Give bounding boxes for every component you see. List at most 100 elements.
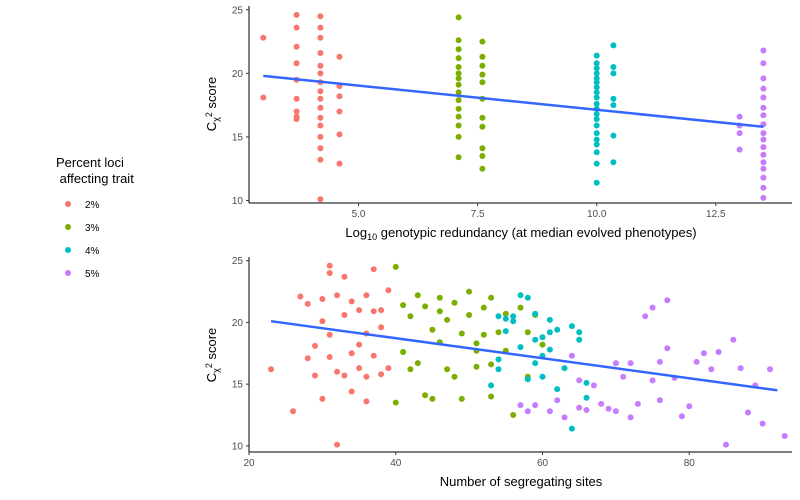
top-point-s2-19 — [593, 179, 600, 186]
top-point-s1-25 — [479, 165, 486, 172]
top-point-s1-8 — [455, 89, 462, 96]
bottom-point-s2-3 — [502, 328, 509, 335]
bottom-point-s2-14 — [539, 373, 546, 380]
bottom-point-s2-0 — [488, 382, 495, 389]
top-x-tick-label-3: 12.5 — [706, 209, 726, 220]
bottom-y-axis-title: Cχ2 score — [204, 328, 221, 383]
bottom-x-tick-label-2: 60 — [537, 458, 549, 469]
top-point-s0-0 — [260, 34, 267, 41]
bottom-point-s2-2 — [495, 356, 502, 363]
bottom-point-s3-13 — [612, 360, 619, 367]
bottom-y-tick-label-0: 10 — [232, 441, 244, 452]
top-point-s1-5 — [455, 70, 462, 77]
bottom-point-s1-0 — [392, 263, 399, 270]
top-point-s2-26 — [610, 159, 617, 166]
top-point-s2-25 — [610, 132, 617, 139]
bottom-point-s1-27 — [488, 361, 495, 368]
bottom-point-s1-18 — [458, 395, 465, 402]
bottom-point-s3-12 — [605, 405, 612, 412]
bottom-point-s0-14 — [334, 292, 341, 299]
bottom-point-s3-40 — [781, 433, 788, 439]
bottom-point-s0-27 — [370, 266, 377, 273]
bottom-point-s2-16 — [546, 329, 553, 336]
bottom-point-s1-11 — [436, 294, 443, 301]
top-point-s0-23 — [317, 133, 324, 140]
bottom-point-s2-25 — [583, 379, 590, 386]
bottom-point-s0-36 — [363, 373, 370, 380]
bottom-point-s3-19 — [642, 313, 649, 320]
bottom-point-s0-19 — [348, 350, 355, 357]
top-fit-line — [263, 74, 764, 128]
top-point-s2-14 — [593, 130, 600, 137]
bottom-point-s1-39 — [436, 308, 443, 315]
top-point-s2-16 — [593, 141, 600, 148]
bottom-point-s1-16 — [451, 373, 458, 380]
top-point-s1-3 — [455, 55, 462, 62]
bottom-point-s1-15 — [451, 299, 458, 306]
bottom-axes: 10 15 20 25 20 40 60 80 — [232, 256, 792, 469]
top-point-s1-15 — [479, 38, 486, 45]
top-point-s3-9 — [760, 104, 767, 111]
top-point-s3-4 — [760, 47, 767, 54]
bottom-point-s2-24 — [576, 329, 583, 336]
top-point-s3-19 — [760, 184, 767, 191]
top-y-axis-title: Cχ2 score — [204, 77, 221, 132]
top-point-s1-12 — [455, 122, 462, 129]
top-point-s0-20 — [317, 104, 324, 111]
legend-label-3: 5% — [85, 269, 100, 280]
bottom-point-s3-38 — [759, 420, 766, 427]
bottom-point-s2-28 — [546, 316, 553, 323]
bottom-point-s3-27 — [678, 413, 685, 420]
bottom-point-s0-18 — [341, 273, 348, 280]
bottom-point-s1-2 — [400, 302, 407, 309]
bottom-point-s1-7 — [422, 303, 429, 310]
top-point-s1-21 — [479, 114, 486, 121]
bottom-point-s0-33 — [385, 365, 392, 372]
top-point-s1-2 — [455, 46, 462, 53]
top-point-s3-17 — [760, 165, 767, 172]
bottom-y-tick-label-3: 25 — [232, 256, 244, 267]
top-point-s1-13 — [455, 133, 462, 140]
bottom-point-s1-23 — [473, 340, 480, 347]
top-point-s1-16 — [479, 53, 486, 60]
top-point-s1-14 — [455, 154, 462, 161]
top-point-s0-4 — [293, 43, 300, 50]
top-point-s3-18 — [760, 174, 767, 181]
bottom-point-s1-19 — [466, 288, 473, 295]
bottom-point-s3-34 — [730, 336, 737, 343]
bottom-point-s2-22 — [568, 323, 575, 330]
bottom-point-s0-2 — [297, 293, 304, 300]
bottom-point-s1-14 — [444, 366, 451, 373]
bottom-point-s3-15 — [620, 373, 627, 380]
bottom-point-s2-6 — [517, 292, 524, 299]
bottom-point-s0-10 — [326, 262, 333, 269]
top-point-s2-12 — [593, 116, 600, 123]
top-point-s3-5 — [760, 60, 767, 67]
top-point-s3-3 — [736, 146, 743, 153]
top-y-tick-label-0: 10 — [232, 196, 244, 207]
top-point-s1-10 — [455, 105, 462, 112]
legend-title-line1: Percent loci — [56, 155, 124, 170]
bottom-point-s0-30 — [378, 371, 385, 378]
bottom-point-s0-34 — [326, 270, 333, 276]
bottom-point-s0-9 — [319, 296, 326, 302]
top-point-s0-16 — [317, 70, 324, 77]
top-point-s2-5 — [593, 79, 600, 86]
top-point-s1-0 — [455, 14, 462, 21]
top-point-s0-22 — [317, 122, 324, 129]
top-point-s0-2 — [293, 11, 300, 18]
bottom-x-axis-title: Number of segregating sites — [440, 474, 603, 489]
bottom-point-s1-25 — [480, 331, 487, 338]
legend-label-1: 3% — [85, 223, 100, 234]
top-point-s1-1 — [455, 37, 462, 44]
bottom-point-s3-32 — [715, 349, 722, 355]
top-fit-line-group — [263, 74, 764, 128]
bottom-point-s2-17 — [546, 346, 553, 353]
bottom-point-s0-37 — [378, 307, 385, 314]
bottom-point-s0-26 — [363, 292, 370, 299]
top-point-s0-11 — [317, 13, 324, 20]
bottom-point-s0-23 — [356, 365, 363, 372]
bottom-point-s3-9 — [583, 407, 590, 413]
bottom-point-s0-0 — [268, 366, 274, 373]
